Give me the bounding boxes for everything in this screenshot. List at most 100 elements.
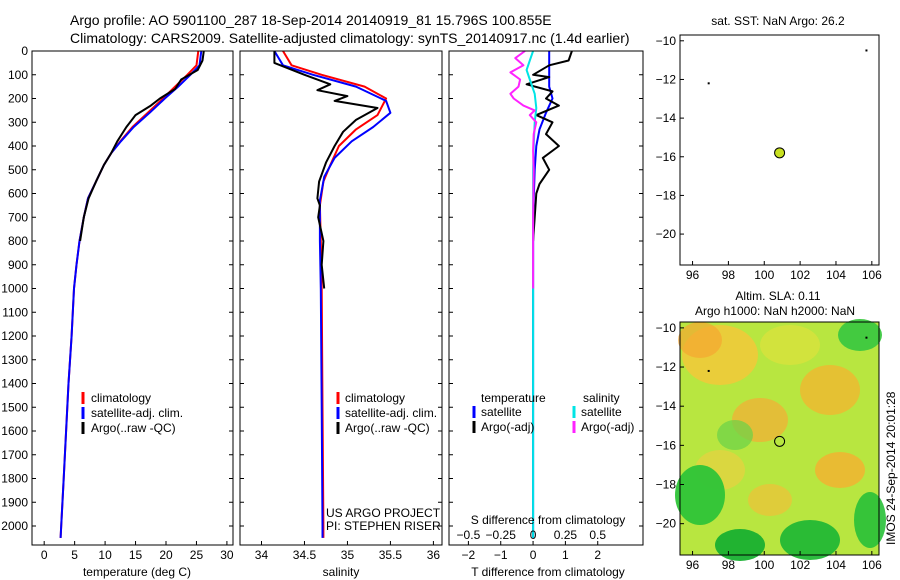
x-tick-label: −2 (462, 548, 476, 562)
difference-x2label: S difference from climatology (471, 513, 626, 527)
lon-tick-label: 106 (862, 268, 882, 282)
sst-map-title: sat. SST: NaN Argo: 26.2 (711, 14, 845, 28)
lon-tick-label: 106 (862, 558, 882, 572)
island-marker (865, 336, 868, 339)
x-tick-label: 35.5 (379, 548, 403, 562)
x-tick-label: 20 (159, 548, 173, 562)
x-tick-label: 25 (190, 548, 204, 562)
figure-title-line1: Argo profile: AO 5901100_287 18-Sep-2014… (70, 12, 552, 28)
lon-tick-label: 104 (826, 268, 846, 282)
sla-map-title: Altim. SLA: 0.11 (735, 289, 820, 303)
sst-map-panel: sat. SST: NaN Argo: 26.2 96 98 100 102 104 10… (656, 14, 883, 282)
x-tick-label: 10 (98, 548, 112, 562)
series-line-satellite-adj-clim- (59, 50, 203, 538)
depth-tick-label: 1100 (2, 305, 28, 319)
legend-heading-temperature: temperature (481, 391, 546, 405)
x-tick-label: 35 (341, 548, 355, 562)
sla-anomaly-patch (838, 319, 882, 351)
x-tick-label: 15 (129, 548, 143, 562)
temperature-axes-frame (31, 50, 234, 546)
depth-tick-label: 1200 (1, 329, 28, 343)
legend-label-satellite-adj: satellite-adj. clim. (345, 406, 437, 420)
depth-tick-label: 1600 (1, 424, 28, 438)
salinity-legend: climatology satellite-adj. clim. Argo(..… (336, 391, 437, 435)
depth-tick-label: 300 (8, 115, 28, 129)
sla-map-frame (679, 321, 880, 556)
imos-timestamp: IMOS 24-Sep-2014 20:01:28 (884, 391, 898, 545)
island-marker (707, 82, 710, 85)
sla-anomaly-patch (717, 420, 753, 450)
series-line-satellite-adj-clim- (273, 50, 392, 538)
x-tick-label: −1 (494, 548, 508, 562)
depth-tick-label: 1400 (1, 377, 28, 391)
series-line-climatology (282, 50, 388, 538)
x2-tick-label: −0.5 (457, 528, 481, 542)
depth-tick-label: 1300 (1, 353, 28, 367)
lat-tick-label: −20 (656, 517, 677, 531)
legend-label-argo: Argo(..raw -QC) (91, 421, 176, 435)
depth-tick-label: 1500 (1, 400, 28, 414)
sla-anomaly-patch (675, 465, 725, 525)
sla-anomaly-patch (815, 452, 865, 488)
x2-tick-label: 0 (530, 528, 537, 542)
lon-tick-label: 104 (826, 558, 846, 572)
argo-profile-marker (774, 435, 786, 447)
temperature-profile-panel: 0 5 10 15 20 25 300100200300400500600700800900… (1, 44, 234, 579)
depth-tick-label: 2000 (1, 519, 28, 533)
x2-tick-label: 0.25 (554, 528, 578, 542)
depth-tick-label: 1900 (1, 495, 28, 509)
difference-panel: −2 −1 0 1 2 −0.5 −0.25 0 0.25 0.5 temperature sal… (448, 50, 644, 579)
depth-tick-label: 1800 (1, 472, 28, 486)
island-marker (707, 369, 710, 372)
salinity-profile-panel: 34 34.5 35 35.5 36 climatology satellite-adj… (239, 50, 443, 579)
credit-project: US ARGO PROJECT (326, 506, 441, 520)
legend-label-argo: Argo(..raw -QC) (345, 421, 430, 435)
sla-anomaly-patch (760, 325, 820, 365)
depth-tick-label: 400 (8, 139, 28, 153)
lon-tick-label: 100 (754, 558, 774, 572)
sla-anomaly-patch (800, 365, 860, 415)
lon-tick-label: 100 (754, 268, 774, 282)
credit-pi: PI: STEPHEN RISER (326, 519, 441, 533)
island-marker (865, 49, 868, 52)
lat-tick-label: −20 (656, 227, 677, 241)
x-tick-label: 5 (71, 548, 78, 562)
depth-tick-label: 800 (8, 234, 28, 248)
lon-tick-label: 96 (686, 558, 700, 572)
depth-tick-label: 200 (8, 92, 28, 106)
x-tick-label: 0 (41, 548, 48, 562)
x-tick-label: 34 (255, 548, 269, 562)
lon-tick-label: 96 (686, 268, 700, 282)
x-tick-label: 2 (594, 548, 601, 562)
legend-label-s-argo: Argo(-adj) (581, 420, 634, 434)
sla-map-subtitle: Argo h1000: NaN h2000: NaN (695, 304, 855, 318)
legend-label-s-satellite: satellite (581, 405, 622, 419)
depth-tick-label: 900 (8, 258, 28, 272)
argo-profile-marker (774, 147, 786, 159)
legend-label-t-argo: Argo(-adj) (481, 420, 534, 434)
x-tick-label: 1 (562, 548, 569, 562)
lat-tick-label: −18 (656, 188, 677, 202)
legend-label-climatology: climatology (91, 391, 151, 405)
difference-xlabel: T difference from climatology (471, 565, 625, 579)
depth-tick-label: 600 (8, 187, 28, 201)
difference-axes-frame (448, 50, 644, 546)
sla-anomaly-patch (780, 520, 840, 560)
lat-tick-label: −18 (656, 478, 677, 492)
legend-heading-salinity: salinity (583, 391, 620, 405)
lon-tick-label: 102 (790, 268, 810, 282)
difference-legend: temperature salinity satellite Argo(-adj… (472, 391, 634, 434)
sla-anomaly-patch (715, 529, 765, 561)
lat-tick-label: −12 (656, 72, 677, 86)
figure-title-line2: Climatology: CARS2009. Satellite-adjuste… (70, 30, 630, 46)
lon-tick-label: 98 (722, 268, 736, 282)
sla-anomaly-patch (678, 322, 722, 358)
x-tick-label: 0 (530, 548, 537, 562)
salinity-xlabel: salinity (323, 565, 360, 579)
legend-label-climatology: climatology (345, 391, 405, 405)
lat-tick-label: −10 (656, 34, 677, 48)
lat-tick-label: −14 (656, 111, 677, 125)
depth-tick-label: 700 (8, 210, 28, 224)
x-tick-label: 36 (427, 548, 441, 562)
